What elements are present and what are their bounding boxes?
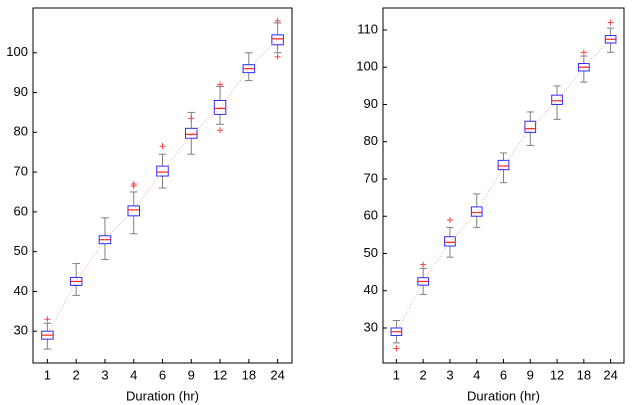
flier [580,49,587,56]
box [524,120,537,133]
y-tick-label: 80 [14,124,28,139]
y-tick-label: 80 [364,133,378,148]
flier [188,115,195,122]
box [551,94,563,105]
x-axis-label: Duration (hr) [126,388,199,403]
y-tick-label: 40 [14,283,28,298]
y-tick-label: 110 [357,21,378,36]
box [470,206,483,217]
flier [44,316,51,323]
x-tick-label: 18 [242,367,256,382]
y-tick-label: 30 [364,319,378,334]
y-tick-label: 100 [6,44,28,59]
x-tick-label: 6 [159,367,166,382]
x-tick-label: 12 [213,367,227,382]
box [185,127,198,139]
x-axis-label: Duration (hr) [467,388,540,403]
flier [217,81,224,88]
flier [420,261,427,268]
box [156,165,169,177]
x-tick-label: 6 [500,367,507,382]
flier [159,143,166,150]
plot-frame [382,7,625,364]
y-tick-label: 50 [364,245,378,260]
median-trend [396,39,611,332]
box [213,99,227,115]
y-tick-label: 60 [14,203,28,218]
flier [130,181,137,188]
box [444,236,456,247]
y-tick-label: 90 [364,96,378,111]
y-tick-label: 30 [14,323,28,338]
x-tick-label: 18 [577,367,591,382]
y-tick-label: 70 [14,164,28,179]
flier [446,216,453,223]
x-tick-label: 3 [446,367,453,382]
x-tick-label: 9 [188,367,195,382]
x-tick-label: 3 [101,367,108,382]
y-tick-label: 100 [356,59,378,74]
x-tick-label: 1 [393,367,400,382]
x-tick-label: 4 [473,367,480,382]
y-tick-label: 70 [364,170,378,185]
box [497,159,510,171]
y-tick-label: 60 [364,208,378,223]
y-tick-label: 40 [364,282,378,297]
x-tick-label: 1 [44,367,51,382]
flier [274,17,281,24]
flier [217,127,224,134]
flier [393,345,400,352]
box [271,34,284,46]
x-tick-label: 12 [550,367,564,382]
x-tick-label: 9 [527,367,534,382]
x-tick-label: 24 [603,367,617,382]
box [127,205,140,217]
flier [607,19,614,26]
flier [274,53,281,60]
y-tick-label: 50 [14,243,28,258]
x-tick-label: 24 [270,367,284,382]
x-tick-label: 2 [420,367,427,382]
y-tick-label: 90 [14,84,28,99]
x-tick-label: 2 [73,367,80,382]
x-tick-label: 4 [130,367,137,382]
